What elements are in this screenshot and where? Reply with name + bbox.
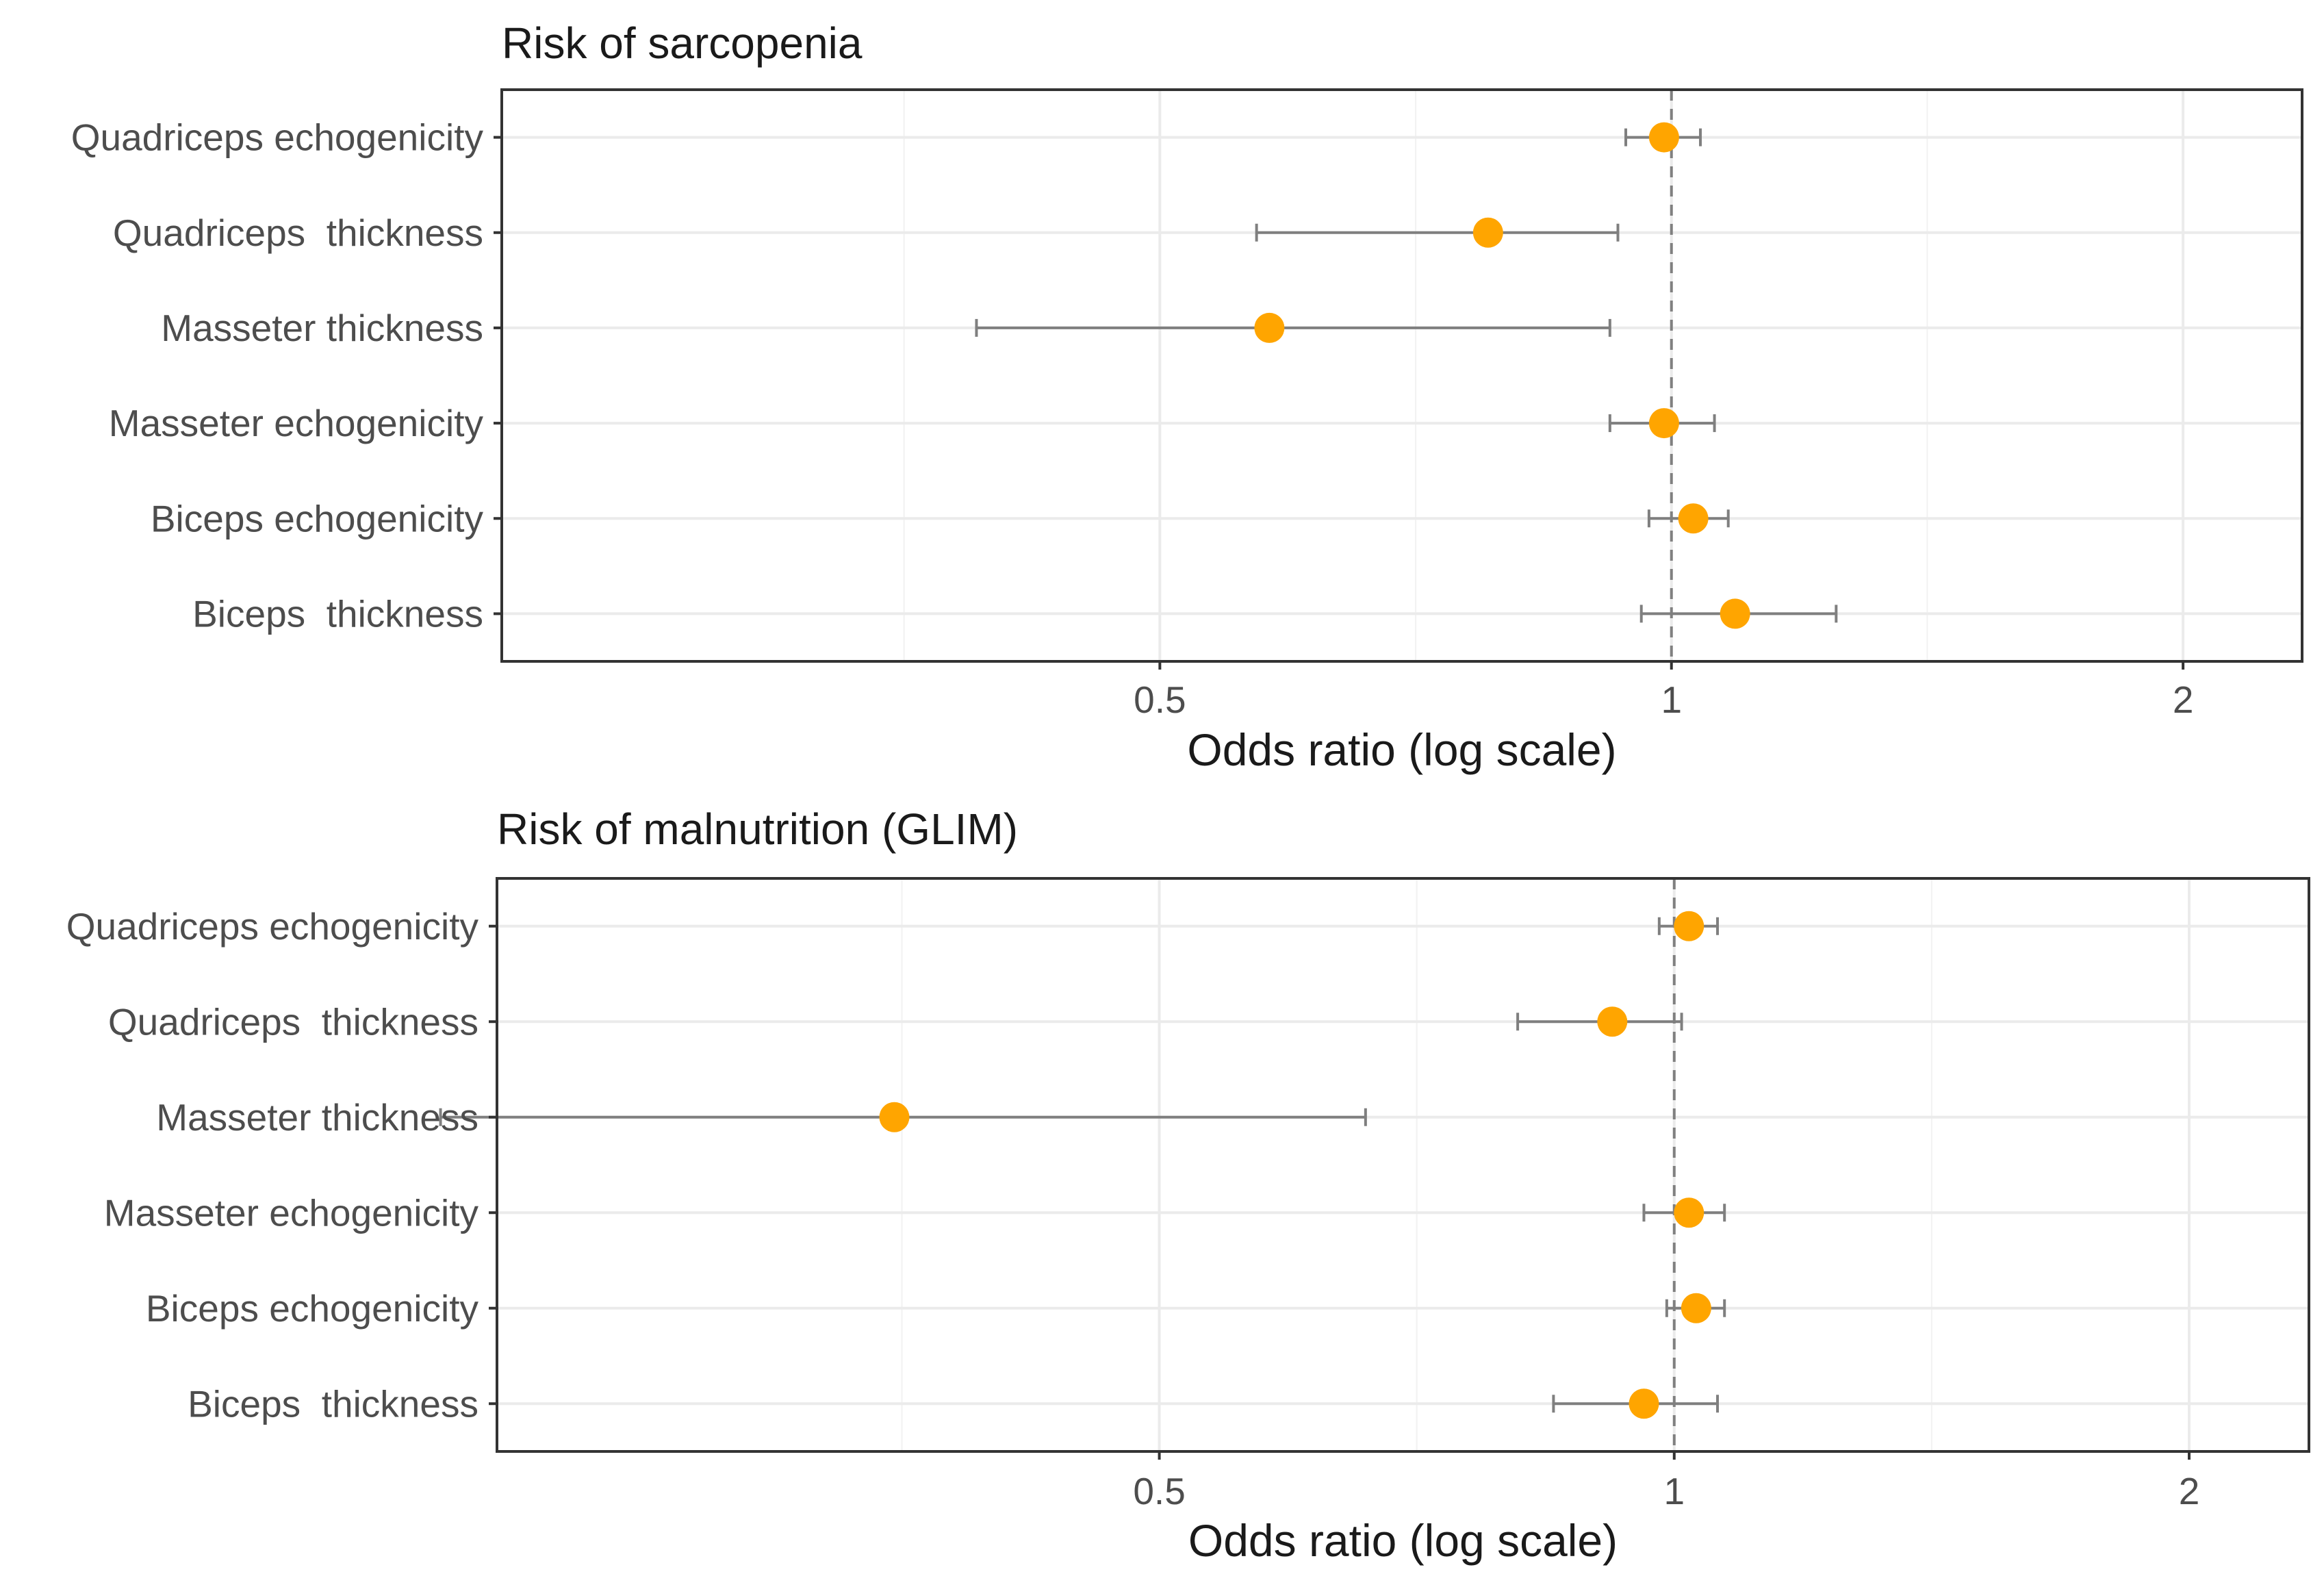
x-tick-label: 2 bbox=[2179, 1470, 2200, 1512]
estimate-point bbox=[1720, 598, 1750, 629]
y-tick-label: Masseter echogenicity bbox=[109, 402, 484, 444]
x-tick-label: 1 bbox=[1661, 678, 1682, 721]
y-tick-label: Quadriceps echogenicity bbox=[66, 905, 479, 948]
y-tick-label: Masseter thickness bbox=[156, 1096, 478, 1139]
y-tick-label: Biceps echogenicity bbox=[146, 1287, 479, 1330]
estimate-point bbox=[1681, 1293, 1711, 1323]
estimate-point bbox=[879, 1102, 910, 1132]
x-tick-label: 0.5 bbox=[1133, 1470, 1185, 1512]
x-tick-label: 2 bbox=[2173, 678, 2194, 721]
estimate-point bbox=[1648, 408, 1679, 439]
estimate-point bbox=[1254, 312, 1285, 343]
panel-border bbox=[496, 877, 2310, 1453]
x-axis-title: Odds ratio (log scale) bbox=[1188, 1515, 1618, 1566]
x-axis-title: Odds ratio (log scale) bbox=[1187, 724, 1616, 775]
y-tick-label: Masseter echogenicity bbox=[104, 1191, 479, 1234]
x-tick-label: 0.5 bbox=[1134, 678, 1186, 721]
panel-1: Quadriceps echogenicity Quadriceps thickn… bbox=[71, 18, 2303, 775]
chart-title: Risk of malnutrition (GLIM) bbox=[497, 804, 1018, 854]
y-tick-label: Biceps thickness bbox=[192, 592, 483, 635]
y-tick-label: Biceps thickness bbox=[188, 1382, 478, 1425]
estimate-point bbox=[1678, 503, 1709, 534]
chart-title: Risk of sarcopenia bbox=[502, 18, 863, 68]
y-tick-label: Biceps echogenicity bbox=[151, 497, 484, 539]
plot-area bbox=[502, 90, 2302, 661]
y-tick-label: Quadriceps thickness bbox=[108, 1000, 478, 1043]
estimate-point bbox=[1597, 1006, 1628, 1037]
panel-2: Quadriceps echogenicity Quadriceps thickn… bbox=[66, 804, 2310, 1566]
y-tick-label: Quadriceps echogenicity bbox=[71, 116, 484, 159]
estimate-point bbox=[1674, 1197, 1704, 1228]
y-tick-label: Masseter thickness bbox=[161, 307, 483, 349]
panel-border bbox=[500, 88, 2303, 663]
y-tick-label: Quadriceps thickness bbox=[113, 212, 483, 254]
estimate-point bbox=[1472, 217, 1503, 248]
estimate-point bbox=[1674, 911, 1704, 941]
estimate-point bbox=[1648, 122, 1679, 153]
plot-area bbox=[497, 878, 2309, 1451]
estimate-point bbox=[1629, 1388, 1659, 1419]
x-tick-label: 1 bbox=[1663, 1470, 1685, 1512]
